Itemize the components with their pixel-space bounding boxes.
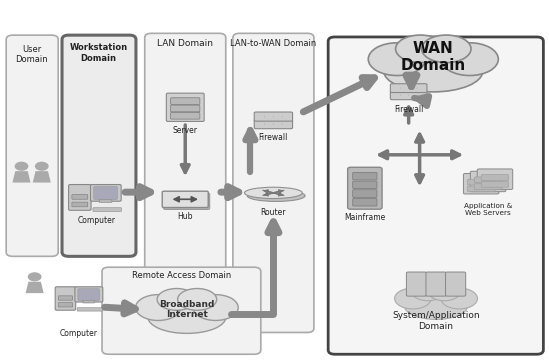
Text: LAN-to-WAN Domain: LAN-to-WAN Domain [230, 39, 317, 48]
Text: Router: Router [261, 208, 286, 217]
FancyBboxPatch shape [145, 33, 226, 332]
Ellipse shape [396, 35, 445, 63]
Polygon shape [33, 171, 51, 182]
Text: Firewall: Firewall [394, 105, 423, 114]
FancyBboxPatch shape [328, 37, 544, 354]
FancyBboxPatch shape [474, 184, 502, 190]
FancyBboxPatch shape [171, 105, 200, 112]
Text: Workstation
Domain: Workstation Domain [70, 43, 128, 63]
FancyBboxPatch shape [233, 33, 314, 332]
FancyBboxPatch shape [463, 174, 499, 194]
FancyBboxPatch shape [390, 91, 427, 100]
FancyBboxPatch shape [348, 167, 382, 209]
FancyBboxPatch shape [78, 289, 99, 300]
FancyBboxPatch shape [58, 303, 72, 307]
FancyBboxPatch shape [390, 84, 427, 92]
FancyBboxPatch shape [99, 199, 112, 202]
FancyBboxPatch shape [163, 191, 208, 207]
FancyBboxPatch shape [406, 272, 427, 296]
FancyBboxPatch shape [6, 35, 58, 256]
FancyBboxPatch shape [467, 179, 495, 185]
Ellipse shape [178, 289, 217, 310]
FancyBboxPatch shape [55, 287, 76, 310]
FancyBboxPatch shape [254, 112, 293, 121]
FancyBboxPatch shape [72, 194, 88, 199]
FancyArrowPatch shape [263, 190, 282, 195]
Ellipse shape [412, 283, 444, 301]
FancyBboxPatch shape [83, 300, 94, 303]
Text: Firewall: Firewall [259, 133, 288, 142]
FancyBboxPatch shape [477, 169, 513, 189]
FancyBboxPatch shape [77, 308, 103, 311]
FancyArrowPatch shape [265, 190, 284, 196]
Ellipse shape [368, 43, 425, 75]
Ellipse shape [157, 289, 196, 310]
Text: Application &
Web Servers: Application & Web Servers [464, 203, 512, 216]
FancyBboxPatch shape [470, 171, 506, 192]
FancyBboxPatch shape [91, 185, 121, 201]
FancyBboxPatch shape [481, 182, 509, 187]
FancyBboxPatch shape [72, 202, 88, 207]
Text: Mainframe: Mainframe [344, 213, 385, 222]
Text: System/Application
Domain: System/Application Domain [392, 311, 480, 331]
Ellipse shape [422, 35, 471, 63]
Ellipse shape [148, 301, 226, 333]
FancyBboxPatch shape [352, 198, 377, 206]
Ellipse shape [244, 187, 302, 198]
FancyBboxPatch shape [171, 98, 200, 104]
FancyBboxPatch shape [474, 177, 502, 183]
FancyBboxPatch shape [166, 93, 204, 122]
FancyBboxPatch shape [69, 185, 91, 210]
Text: Server: Server [173, 126, 198, 135]
Ellipse shape [193, 294, 238, 320]
Ellipse shape [395, 288, 431, 309]
FancyBboxPatch shape [352, 181, 377, 189]
FancyBboxPatch shape [93, 208, 121, 211]
Text: WAN
Domain: WAN Domain [401, 41, 466, 73]
FancyBboxPatch shape [352, 190, 377, 197]
Circle shape [28, 272, 42, 281]
Text: LAN Domain: LAN Domain [157, 39, 213, 48]
FancyBboxPatch shape [481, 175, 509, 180]
Circle shape [15, 162, 29, 171]
FancyBboxPatch shape [94, 187, 117, 199]
Text: User
Domain: User Domain [15, 45, 48, 64]
FancyBboxPatch shape [254, 119, 293, 129]
FancyBboxPatch shape [102, 267, 261, 354]
FancyBboxPatch shape [446, 272, 466, 296]
FancyBboxPatch shape [467, 186, 495, 192]
Text: Hub: Hub [177, 212, 193, 221]
FancyArrowPatch shape [265, 190, 284, 195]
Text: Computer: Computer [60, 329, 98, 338]
FancyBboxPatch shape [426, 272, 446, 296]
Ellipse shape [441, 43, 498, 75]
FancyBboxPatch shape [62, 35, 136, 256]
Ellipse shape [384, 51, 483, 92]
Circle shape [35, 162, 49, 171]
Text: Computer: Computer [77, 217, 115, 225]
FancyBboxPatch shape [164, 193, 210, 209]
Polygon shape [13, 171, 31, 182]
FancyBboxPatch shape [171, 112, 200, 119]
Ellipse shape [136, 294, 181, 320]
Ellipse shape [405, 293, 468, 319]
FancyBboxPatch shape [352, 173, 377, 180]
Polygon shape [26, 282, 44, 293]
FancyArrowPatch shape [263, 190, 282, 196]
Ellipse shape [429, 283, 460, 301]
FancyBboxPatch shape [75, 287, 103, 302]
Text: Remote Access Domain: Remote Access Domain [132, 271, 231, 280]
Ellipse shape [441, 288, 478, 309]
Text: Broadband
Internet: Broadband Internet [159, 300, 215, 319]
Ellipse shape [247, 190, 305, 201]
FancyBboxPatch shape [58, 296, 72, 300]
